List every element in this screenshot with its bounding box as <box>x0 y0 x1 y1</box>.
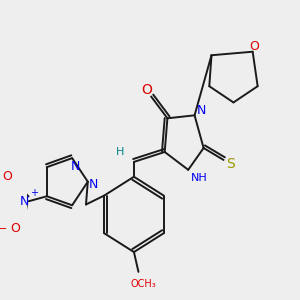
Text: N: N <box>20 195 29 208</box>
Text: O: O <box>10 223 20 236</box>
Text: S: S <box>226 157 235 171</box>
Text: O: O <box>2 170 12 183</box>
Text: N: N <box>71 160 80 172</box>
Text: OCH₃: OCH₃ <box>130 279 156 289</box>
Text: NH: NH <box>191 173 208 183</box>
Text: O: O <box>250 40 260 53</box>
Text: +: + <box>30 188 38 198</box>
Text: −: − <box>0 224 7 234</box>
Text: N: N <box>88 178 98 191</box>
Text: H: H <box>116 147 124 157</box>
Text: N: N <box>197 104 206 117</box>
Text: O: O <box>141 82 152 97</box>
